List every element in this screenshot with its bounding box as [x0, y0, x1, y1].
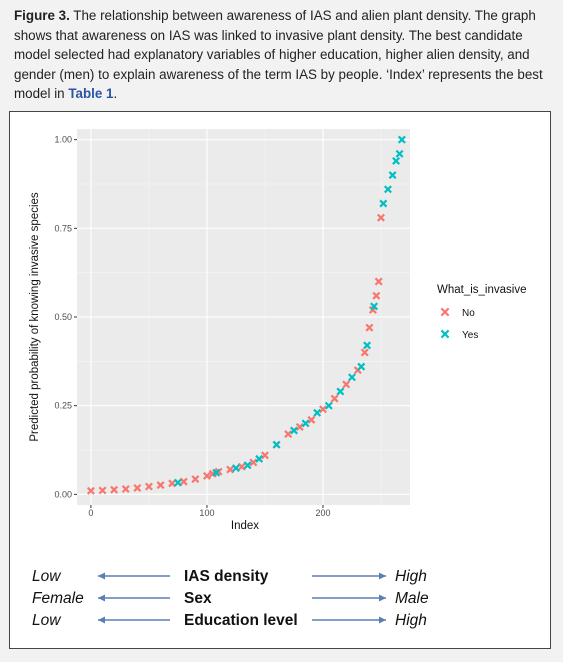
data-point-no — [372, 291, 381, 300]
y-axis-title: Predicted probability of knowing invasiv… — [29, 192, 41, 442]
legend-key-no — [440, 307, 450, 317]
data-point-yes — [324, 401, 333, 410]
y-tick-label: 1.00 — [54, 135, 72, 145]
data-point-yes — [212, 468, 221, 477]
y-axis-ticks: 0.00 0.25 0.50 0.75 1.00 — [54, 135, 77, 499]
data-point-no — [374, 277, 383, 286]
data-point-yes — [301, 419, 310, 428]
low-side-label: Female — [32, 590, 84, 607]
right-arrowhead — [379, 594, 386, 602]
chart: 0.00 0.25 0.50 0.75 1.00 0 100 200 Index Predi… — [29, 129, 526, 629]
data-points — [86, 135, 406, 495]
direction-row: Low Education level High — [32, 612, 427, 629]
data-point-no — [342, 380, 351, 389]
legend-items: No Yes — [440, 307, 478, 341]
direction-row: Low IAS density High — [32, 568, 427, 585]
legend-key-yes — [440, 329, 450, 339]
figure-caption: Figure 3. The relationship between aware… — [14, 6, 552, 104]
figure-label: Figure 3. — [14, 8, 70, 23]
direction-row: Female Sex Male — [32, 590, 429, 607]
y-tick-label: 0.75 — [54, 223, 72, 233]
data-point-yes — [388, 171, 397, 180]
low-side-label: Low — [32, 612, 62, 629]
data-point-yes — [243, 461, 252, 470]
data-point-no — [144, 482, 153, 491]
x-axis-ticks: 0 100 200 — [88, 505, 330, 518]
data-point-yes — [348, 373, 356, 382]
left-arrowhead — [98, 572, 105, 580]
variable-label: IAS density — [184, 568, 269, 585]
variable-label: Sex — [184, 590, 212, 607]
data-point-yes — [255, 454, 264, 463]
x-tick-label: 100 — [199, 508, 214, 518]
legend: What_is_invasive No Yes — [437, 284, 526, 341]
data-point-no — [121, 485, 130, 494]
left-arrowhead — [98, 616, 105, 624]
right-arrowhead — [379, 616, 386, 624]
data-point-no — [249, 458, 258, 467]
data-point-no — [307, 415, 316, 424]
grid — [77, 129, 410, 505]
data-point-no — [226, 465, 235, 474]
data-point-yes — [392, 156, 401, 165]
data-point-no — [110, 485, 119, 494]
data-point-no — [365, 323, 374, 332]
data-point-yes — [383, 185, 392, 194]
data-point-yes — [397, 135, 406, 144]
data-point-no — [295, 422, 304, 431]
data-point-yes — [379, 199, 388, 208]
figure-panel: 0.00 0.25 0.50 0.75 1.00 0 100 200 Index Predi… — [9, 111, 551, 649]
high-side-label: High — [395, 568, 427, 585]
low-side-label: Low — [32, 568, 62, 585]
data-point-yes — [363, 341, 372, 350]
data-point-no — [133, 483, 142, 492]
data-point-no — [98, 486, 107, 495]
data-point-no — [168, 479, 177, 488]
data-point-yes — [173, 478, 182, 487]
caption-text: The relationship between awareness of IA… — [14, 8, 543, 101]
data-point-yes — [370, 302, 379, 311]
data-point-yes — [272, 440, 281, 449]
data-point-yes — [231, 464, 240, 473]
data-point-yes — [336, 387, 345, 396]
legend-label-yes: Yes — [462, 330, 478, 341]
right-arrowhead — [379, 572, 386, 580]
legend-title: What_is_invasive — [437, 284, 526, 296]
data-point-no — [179, 477, 188, 486]
variable-label: Education level — [184, 612, 298, 629]
y-tick-label: 0.00 — [54, 489, 72, 499]
data-point-no — [319, 405, 327, 414]
data-point-yes — [289, 426, 298, 435]
legend-label-no: No — [462, 308, 475, 319]
caption-end: . — [113, 86, 118, 101]
y-tick-label: 0.25 — [54, 401, 72, 411]
data-point-no — [284, 430, 293, 439]
data-point-no — [156, 481, 165, 490]
data-point-yes — [357, 362, 366, 371]
x-tick-label: 0 — [88, 508, 93, 518]
data-point-no — [260, 451, 269, 460]
x-tick-label: 200 — [315, 508, 330, 518]
data-point-no — [86, 486, 95, 495]
high-side-label: Male — [395, 590, 429, 607]
data-point-no — [360, 348, 369, 357]
data-point-no — [330, 394, 339, 403]
x-axis-title: Index — [231, 520, 259, 532]
high-side-label: High — [395, 612, 427, 629]
variable-direction-panel: Low IAS density High Female Sex Male Low Educat… — [32, 568, 429, 629]
data-point-yes — [313, 408, 322, 417]
data-point-no — [237, 462, 246, 471]
left-arrowhead — [98, 594, 105, 602]
data-point-no — [191, 475, 200, 484]
data-point-no — [202, 471, 211, 480]
table-link[interactable]: Table 1 — [68, 86, 114, 101]
data-point-yes — [395, 149, 404, 158]
data-point-no — [377, 213, 385, 222]
y-tick-label: 0.50 — [54, 312, 72, 322]
